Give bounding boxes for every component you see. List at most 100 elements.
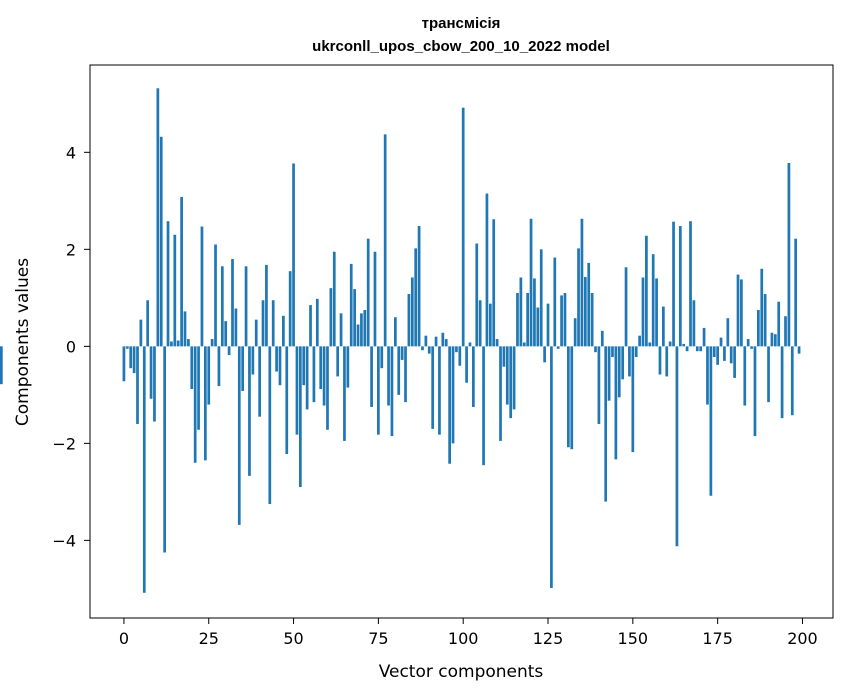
- bar: [370, 346, 373, 407]
- bar: [424, 335, 428, 347]
- bar: [746, 339, 750, 347]
- bar: [258, 346, 261, 417]
- bar: [346, 346, 350, 388]
- bar: [583, 276, 587, 347]
- bar: [651, 254, 655, 347]
- bar: [125, 346, 129, 349]
- bar: [190, 346, 194, 390]
- bar: [136, 346, 139, 424]
- bar: [170, 341, 173, 347]
- chart-title: трансмісія: [422, 15, 501, 32]
- bar: [356, 324, 360, 347]
- bar: [716, 346, 719, 365]
- bar: [438, 346, 441, 435]
- bar: [488, 303, 492, 347]
- bar: [723, 346, 726, 361]
- bar: [617, 346, 621, 398]
- bar: [628, 346, 631, 377]
- bar: [142, 346, 146, 593]
- bar: [210, 339, 214, 347]
- bar: [455, 346, 458, 353]
- bar: [254, 319, 258, 347]
- x-tick-label: 200: [787, 629, 818, 648]
- bar: [431, 346, 435, 429]
- bar: [621, 346, 625, 380]
- bar: [505, 346, 509, 405]
- bar: [526, 292, 530, 347]
- bar: [533, 278, 536, 347]
- bar: [173, 234, 177, 347]
- bar: [441, 332, 445, 347]
- bar: [604, 346, 608, 502]
- bar: [478, 300, 482, 347]
- y-ticks: −4 −2 0 2 4: [52, 143, 90, 550]
- bar: [587, 262, 591, 347]
- bar: [519, 277, 523, 347]
- bar: [265, 264, 268, 347]
- bar: [220, 266, 224, 347]
- bar: [797, 346, 801, 354]
- x-tick-label: 100: [448, 629, 479, 648]
- bar: [472, 346, 475, 407]
- bar: [763, 293, 767, 347]
- bar: [634, 346, 638, 358]
- bar: [166, 221, 170, 347]
- bar: [380, 346, 384, 369]
- bar: [719, 337, 723, 347]
- bar: [251, 346, 255, 375]
- bar: [159, 136, 163, 347]
- bar: [261, 300, 265, 347]
- bar: [577, 248, 580, 347]
- bar: [444, 339, 448, 347]
- bar: [777, 301, 781, 347]
- bar: [336, 346, 340, 377]
- bar: [757, 309, 760, 347]
- bar: [244, 266, 248, 347]
- bar: [485, 193, 489, 347]
- bar: [740, 279, 743, 347]
- bar: [465, 346, 468, 383]
- bar: [790, 346, 794, 416]
- bar: [624, 267, 628, 347]
- x-tick-label: 175: [702, 629, 733, 648]
- bar: [665, 346, 669, 377]
- x-axis-label: Vector components: [379, 662, 544, 682]
- bar: [631, 346, 635, 453]
- bar: [309, 305, 312, 347]
- bar: [563, 292, 567, 347]
- bar: [662, 306, 665, 347]
- bar: [383, 134, 387, 347]
- bar: [573, 318, 577, 347]
- bar: [726, 318, 730, 347]
- bar: [614, 346, 618, 460]
- bar: [282, 315, 285, 347]
- bar: [292, 163, 295, 347]
- bar: [326, 346, 329, 430]
- bar: [203, 346, 207, 461]
- bar: [536, 307, 540, 347]
- bar: [770, 332, 774, 347]
- bar: [522, 342, 526, 347]
- bar: [509, 346, 513, 419]
- bar: [529, 218, 533, 347]
- bar: [567, 346, 570, 448]
- bar: [597, 346, 601, 424]
- bar: [451, 346, 455, 444]
- bar: [458, 346, 462, 366]
- bar: [234, 308, 238, 347]
- bar: [594, 346, 597, 353]
- bar: [407, 293, 411, 347]
- bar: [187, 339, 190, 347]
- y-tick-label: 4: [66, 143, 76, 162]
- bar: [712, 346, 716, 358]
- bar: [655, 278, 658, 347]
- y-tick-label: 0: [66, 337, 76, 356]
- bar: [675, 346, 679, 547]
- bar: [163, 346, 166, 553]
- bar: [183, 311, 187, 347]
- bar: [645, 235, 648, 347]
- bar: [760, 268, 764, 347]
- bar: [672, 221, 675, 347]
- y-axis-label: Components values: [13, 258, 33, 426]
